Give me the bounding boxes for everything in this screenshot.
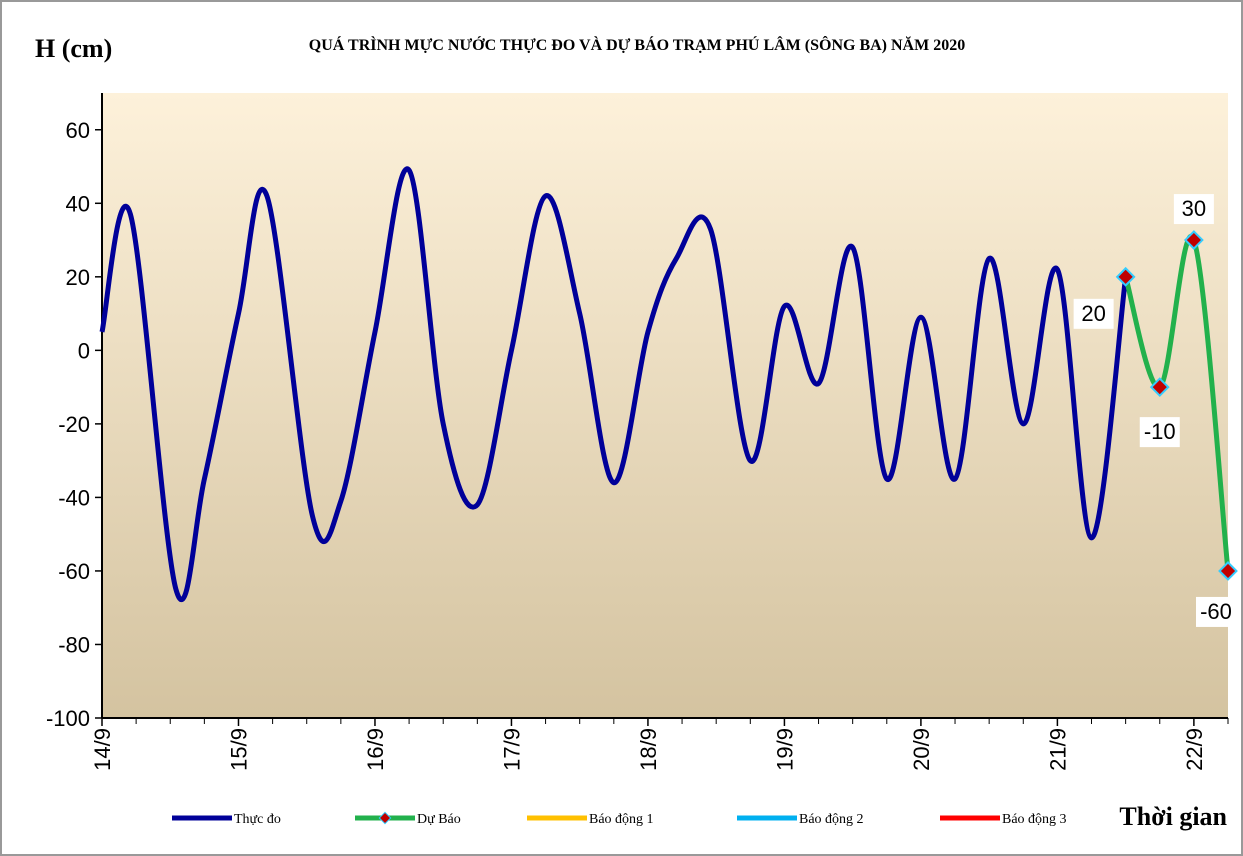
y-tick-label: 20 <box>66 265 90 290</box>
legend-label: Báo động 3 <box>1002 812 1067 827</box>
marker <box>1149 377 1170 398</box>
x-tick-label: 17/9 <box>499 728 524 771</box>
y-tick-label: 60 <box>66 118 90 143</box>
data-label: 20 <box>1081 301 1105 326</box>
series-line <box>99 166 1129 602</box>
x-tick-label: 15/9 <box>226 728 251 771</box>
x-tick-label: 21/9 <box>1045 728 1070 771</box>
chart-title: QUÁ TRÌNH MỰC NƯỚC THỰC ĐO VÀ DỰ BÁO TRẠ… <box>309 35 965 54</box>
y-tick-label: 0 <box>78 338 90 363</box>
marker <box>1115 266 1136 287</box>
legend-label: Thực đo <box>234 812 281 827</box>
legend-label: Báo động 2 <box>799 812 864 827</box>
data-label-bg <box>1139 417 1180 448</box>
series-line <box>1123 234 1231 572</box>
y-tick-label: -20 <box>58 412 90 437</box>
x-tick-label: 14/9 <box>90 728 115 771</box>
x-tick-label: 20/9 <box>909 728 934 771</box>
y-tick-label: 40 <box>66 191 90 216</box>
legend-label: Dự Báo <box>417 812 461 827</box>
legend-label: Báo động 1 <box>589 812 654 827</box>
y-tick-label: -100 <box>46 706 90 731</box>
data-label: 30 <box>1182 196 1206 221</box>
x-tick-label: 16/9 <box>363 728 388 771</box>
y-tick-label: -60 <box>58 559 90 584</box>
x-tick-label: 18/9 <box>636 728 661 771</box>
data-label-bg <box>1073 298 1114 329</box>
y-tick-label: -80 <box>58 632 90 657</box>
marker <box>1183 230 1204 250</box>
x-tick-label: 22/9 <box>1182 728 1207 771</box>
y-axis-label: H (cm) <box>35 34 112 63</box>
x-tick-label: 19/9 <box>772 728 797 771</box>
y-tick-label: -40 <box>58 485 90 510</box>
data-label-bg <box>1173 194 1214 225</box>
data-label-bg <box>1196 596 1236 627</box>
data-label: -60 <box>1200 599 1232 624</box>
x-axis-label: Thời gian <box>1119 802 1227 831</box>
marker <box>1218 561 1238 581</box>
legend-marker <box>378 811 392 825</box>
plot-area <box>102 93 1228 718</box>
data-label: -10 <box>1144 419 1176 444</box>
